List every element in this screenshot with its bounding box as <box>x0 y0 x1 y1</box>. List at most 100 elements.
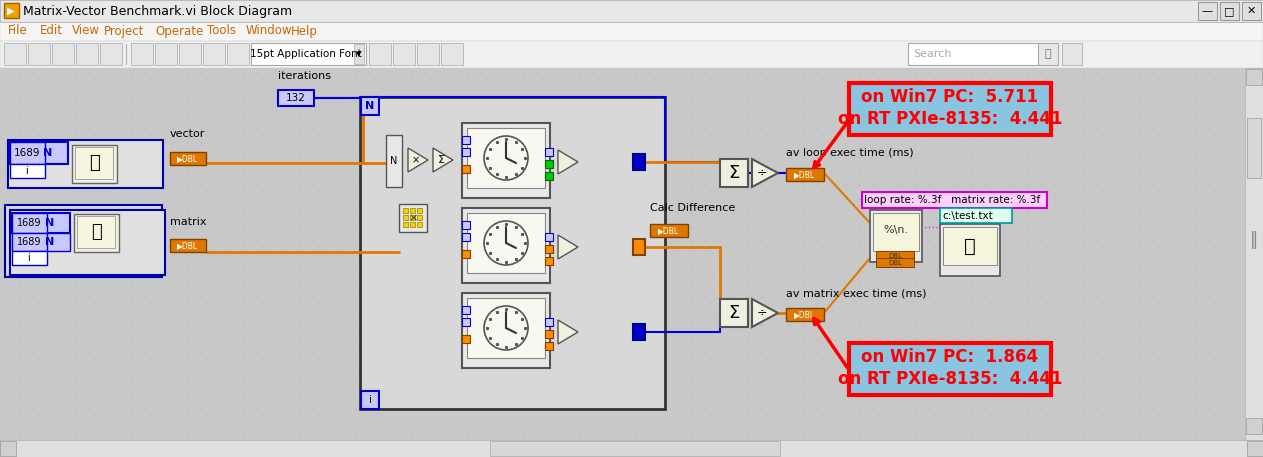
Bar <box>72 145 117 183</box>
Bar <box>546 233 553 241</box>
Bar <box>462 148 470 156</box>
Bar <box>546 245 553 253</box>
Bar <box>13 213 47 233</box>
Text: 1689: 1689 <box>16 218 42 228</box>
Bar <box>203 43 225 65</box>
Bar <box>171 152 206 165</box>
Text: View: View <box>72 25 100 37</box>
Bar <box>75 147 112 179</box>
Bar <box>393 43 416 65</box>
Bar <box>462 208 549 283</box>
Bar <box>490 441 781 456</box>
Bar <box>5 205 162 277</box>
Bar <box>179 43 201 65</box>
Bar <box>462 136 470 144</box>
Text: N: N <box>45 237 54 247</box>
Bar <box>1247 118 1260 178</box>
Text: Operate: Operate <box>155 25 203 37</box>
Text: i: i <box>25 166 28 176</box>
Bar <box>546 342 553 350</box>
Bar <box>13 233 69 251</box>
Bar <box>849 343 1051 395</box>
Text: ▶DBL: ▶DBL <box>177 154 198 163</box>
Bar <box>0 441 16 456</box>
Bar <box>410 222 416 227</box>
Text: iterations: iterations <box>278 71 331 81</box>
Text: ×: × <box>412 155 421 165</box>
Circle shape <box>484 221 528 265</box>
Bar <box>10 142 45 164</box>
Polygon shape <box>558 320 578 344</box>
Bar <box>877 251 914 260</box>
Bar <box>10 164 45 178</box>
Text: ×: × <box>408 213 418 223</box>
Bar <box>417 215 422 220</box>
Text: N: N <box>43 148 53 158</box>
Text: Σ: Σ <box>729 164 740 182</box>
Text: on Win7 PC:  1.864: on Win7 PC: 1.864 <box>861 348 1038 366</box>
Text: Window: Window <box>245 25 292 37</box>
Bar <box>462 318 470 326</box>
Bar <box>354 44 364 64</box>
Text: ▶: ▶ <box>8 6 15 16</box>
Bar <box>386 135 402 187</box>
Bar <box>908 43 1038 65</box>
Bar <box>720 299 748 327</box>
Polygon shape <box>558 150 578 174</box>
Text: 🔍: 🔍 <box>1045 49 1051 59</box>
Bar <box>467 213 546 273</box>
Bar <box>1247 441 1263 456</box>
Bar <box>633 239 645 255</box>
Bar <box>462 335 470 343</box>
Bar <box>462 293 549 368</box>
Text: Project: Project <box>104 25 144 37</box>
Bar <box>0 22 1263 41</box>
Text: ▶DBL: ▶DBL <box>794 310 816 319</box>
Polygon shape <box>751 159 778 187</box>
Bar <box>100 43 123 65</box>
Bar <box>13 251 47 265</box>
Bar <box>361 97 379 115</box>
Bar <box>13 213 69 233</box>
Text: ▶DBL: ▶DBL <box>658 226 679 235</box>
Bar <box>28 43 51 65</box>
Text: on Win7 PC:  5.711: on Win7 PC: 5.711 <box>861 88 1038 106</box>
Bar <box>873 213 919 251</box>
Bar <box>8 140 163 188</box>
Bar <box>940 208 1012 223</box>
Polygon shape <box>433 148 453 172</box>
Bar <box>849 83 1051 135</box>
Bar <box>1038 43 1058 65</box>
Bar <box>870 210 922 262</box>
Text: %\n.: %\n. <box>883 225 908 235</box>
Bar <box>4 3 19 18</box>
Bar <box>877 258 914 267</box>
Bar <box>467 298 546 358</box>
Text: i: i <box>369 395 371 405</box>
Bar <box>1247 418 1262 434</box>
Text: DBL: DBL <box>888 253 902 259</box>
Text: 1689: 1689 <box>16 237 42 247</box>
Bar <box>171 239 206 252</box>
Bar <box>10 210 165 275</box>
Bar <box>0 0 1263 22</box>
Bar <box>155 43 177 65</box>
Bar <box>462 123 549 198</box>
Bar <box>76 43 99 65</box>
Polygon shape <box>751 299 778 327</box>
Bar <box>940 224 1000 276</box>
Text: 1689: 1689 <box>14 148 40 158</box>
Text: N: N <box>390 156 398 166</box>
Text: Σ: Σ <box>437 155 445 165</box>
Bar <box>417 222 422 227</box>
Bar <box>10 142 68 164</box>
Bar <box>546 257 553 265</box>
Polygon shape <box>408 148 428 172</box>
Bar <box>369 43 392 65</box>
Text: Matrix-Vector Benchmark.vi Block Diagram: Matrix-Vector Benchmark.vi Block Diagram <box>23 5 292 18</box>
Bar <box>227 43 249 65</box>
Bar <box>546 330 553 338</box>
Bar <box>75 214 119 252</box>
Text: ▶DBL: ▶DBL <box>177 241 198 250</box>
Text: ✕: ✕ <box>1247 6 1255 16</box>
